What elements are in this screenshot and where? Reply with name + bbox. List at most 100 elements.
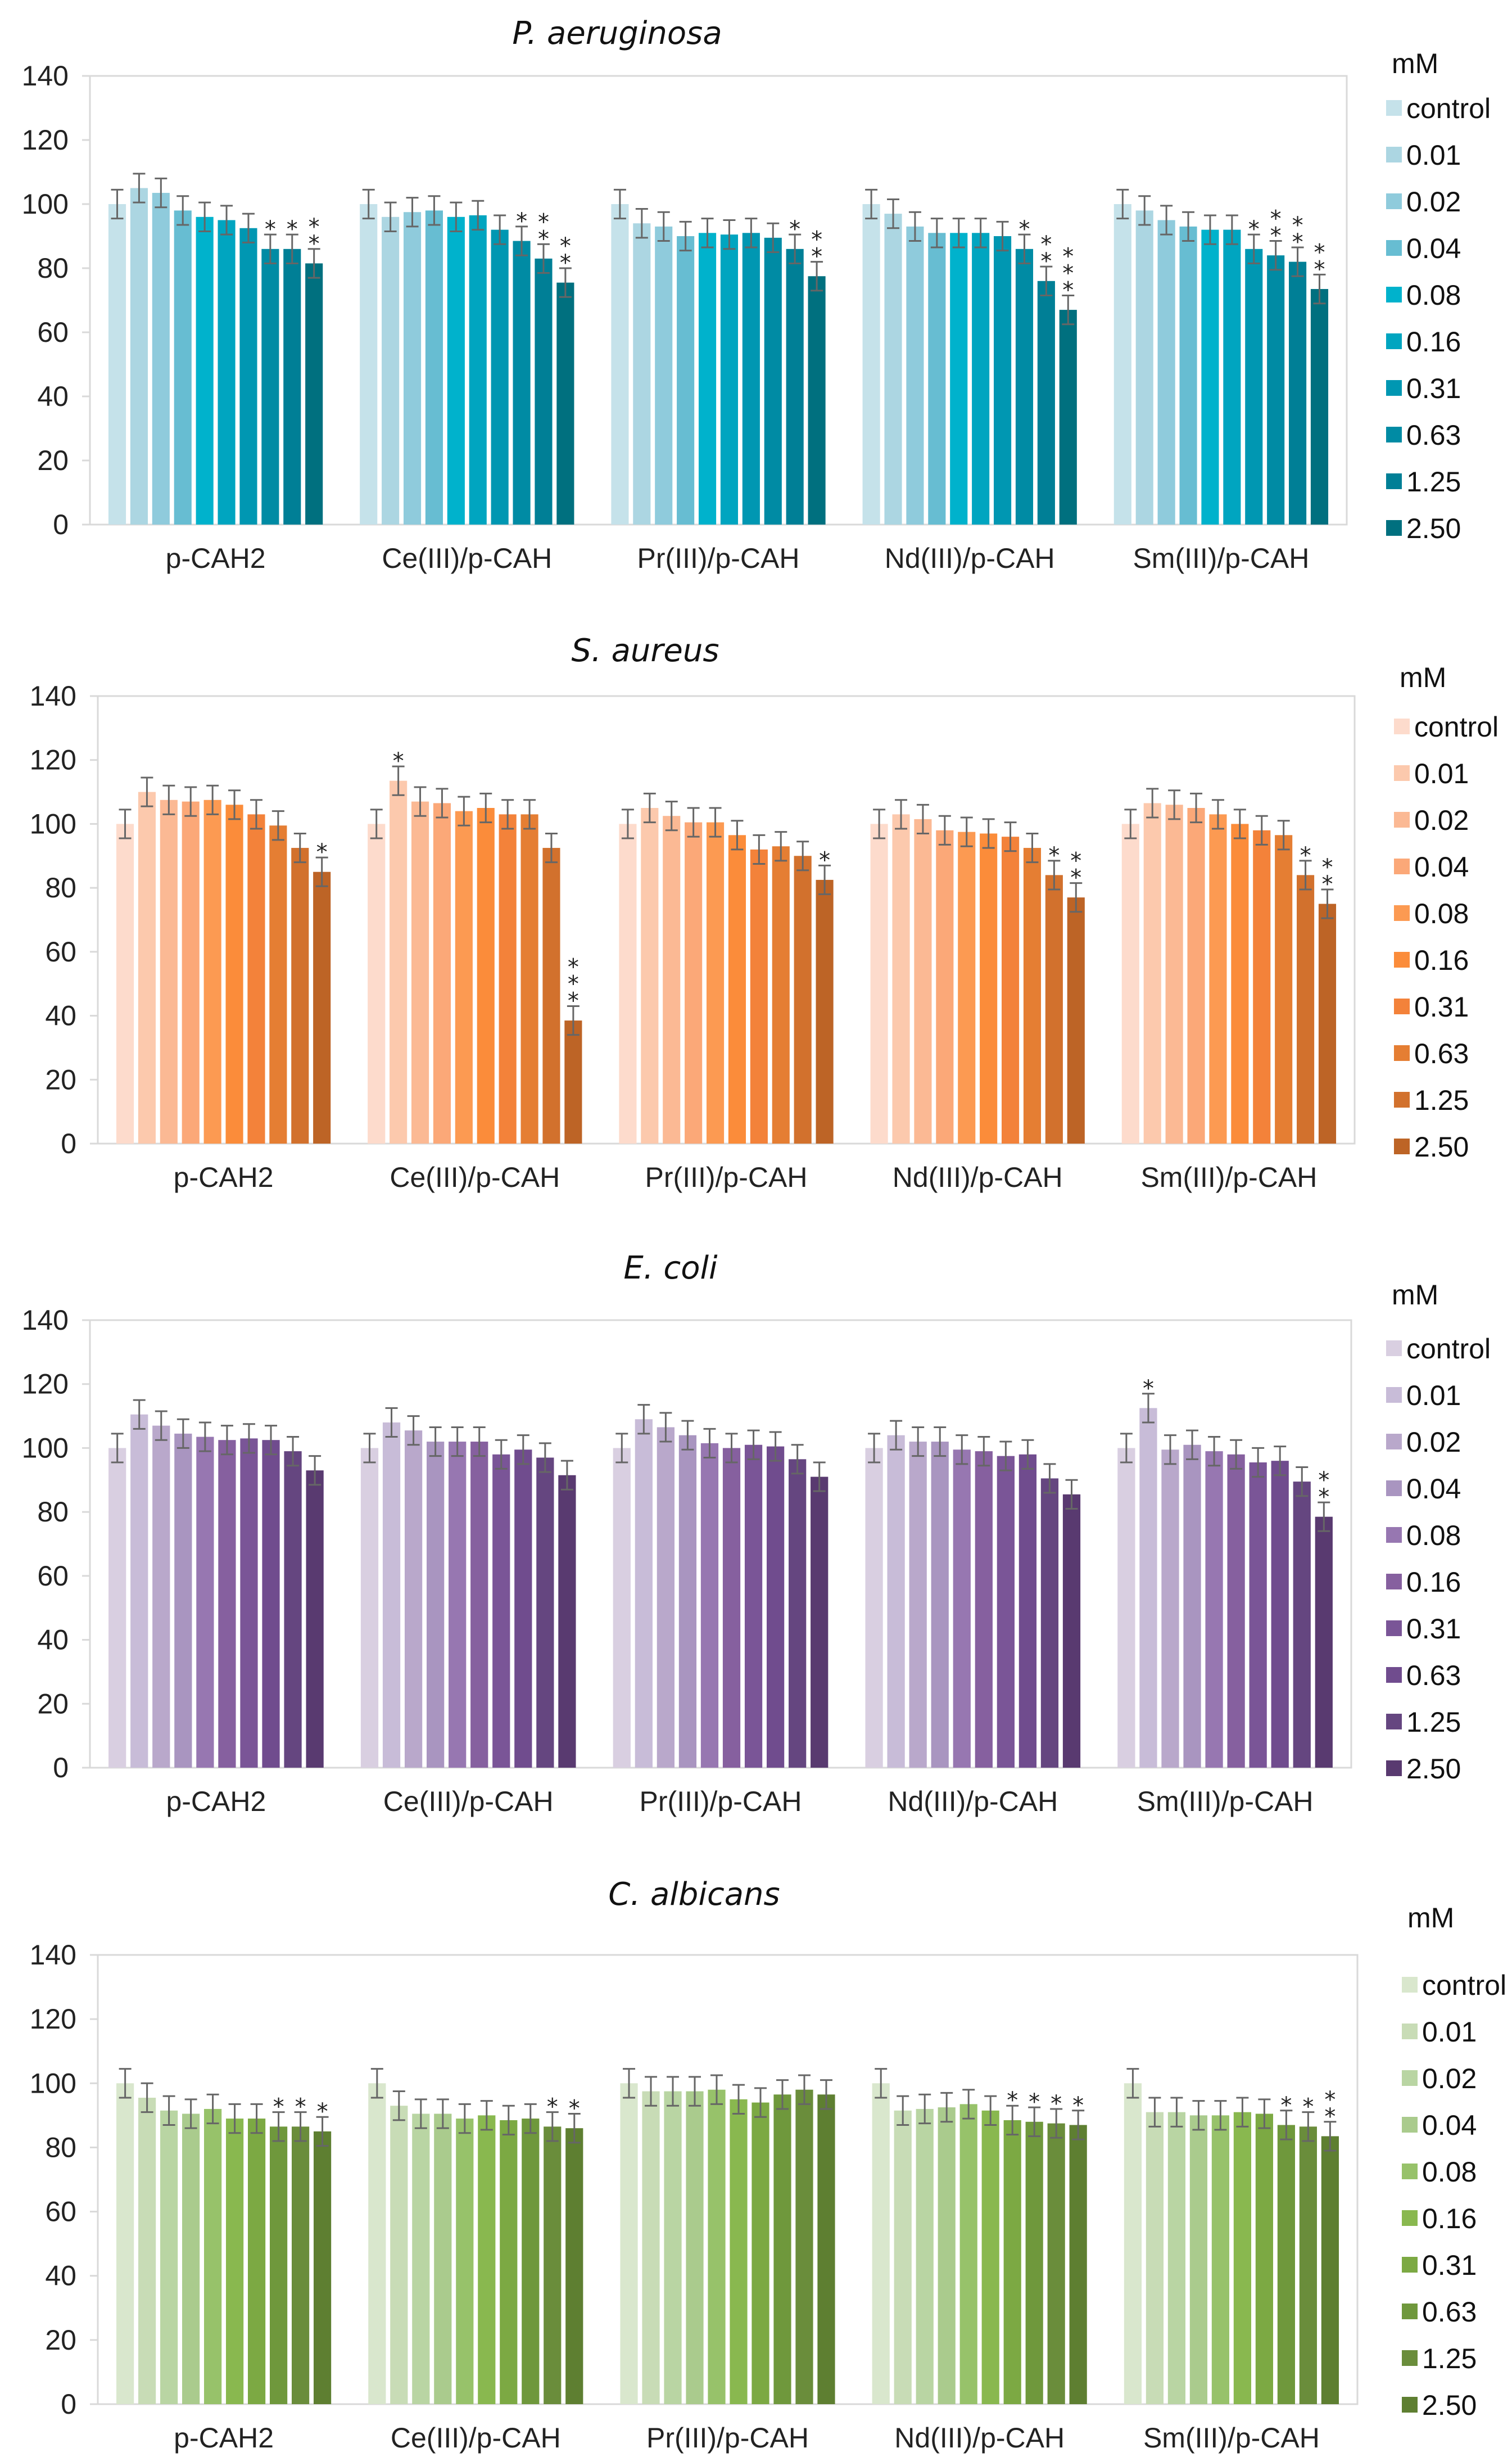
bar — [240, 1438, 258, 1768]
legend-item: control — [1402, 1970, 1506, 2001]
error-bar — [930, 218, 943, 249]
error-bar — [1324, 2121, 1337, 2152]
error-bar — [791, 1444, 804, 1475]
error-bar — [977, 1436, 990, 1467]
bar — [247, 814, 265, 1144]
error-bar — [428, 195, 441, 226]
error-bar — [723, 219, 736, 250]
error-bar — [701, 218, 714, 249]
legend-swatch — [1394, 812, 1410, 828]
plot-area — [97, 695, 1356, 1145]
y-tick-label: 0 — [53, 1752, 69, 1783]
bar — [1015, 249, 1034, 525]
significance-marker: * * — [1314, 240, 1325, 282]
bar — [708, 2089, 726, 2404]
bar — [728, 835, 746, 1144]
bar — [953, 1449, 971, 1768]
error-bar — [1313, 273, 1326, 305]
error-bar — [637, 1404, 650, 1435]
error-bar — [1274, 1446, 1287, 1476]
legend-label: 0.16 — [1406, 326, 1461, 358]
error-bar — [1146, 788, 1159, 819]
bar — [686, 2091, 704, 2404]
category-label: Sm(III)/p-CAH — [1133, 543, 1309, 574]
error-bar — [1040, 265, 1053, 296]
y-tick-label: 140 — [22, 60, 69, 92]
y-tick-label: 0 — [61, 2388, 76, 2420]
legend-label: 0.63 — [1406, 419, 1461, 451]
error-bar — [775, 831, 787, 862]
error-bar — [472, 200, 485, 231]
category-label: Sm(III)/p-CAH — [1137, 1786, 1314, 1817]
bar — [811, 1476, 829, 1768]
legend-label: 0.08 — [1414, 898, 1469, 929]
significance-marker: * — [789, 216, 800, 242]
bar — [1223, 229, 1241, 525]
legend-title: mM — [1392, 1279, 1438, 1311]
error-bar — [643, 792, 656, 824]
error-bar — [1299, 860, 1312, 891]
error-bar — [1028, 2106, 1041, 2137]
bar — [772, 846, 790, 1144]
bar — [182, 801, 200, 1144]
bar — [700, 1443, 719, 1768]
bar — [1277, 2125, 1295, 2404]
legend-label: 2.50 — [1406, 1753, 1461, 1785]
bar — [261, 249, 279, 525]
category-label: Sm(III)/p-CAH — [1140, 1162, 1317, 1193]
error-bar — [407, 1415, 420, 1446]
bar — [816, 879, 834, 1144]
bar — [152, 1425, 170, 1768]
legend-label: 0.01 — [1414, 758, 1469, 789]
significance-marker: * — [287, 216, 298, 242]
error-bar — [1124, 809, 1137, 839]
bar — [657, 1427, 675, 1768]
bar — [1318, 904, 1337, 1144]
bar — [130, 1414, 148, 1768]
bar — [1183, 1444, 1201, 1768]
y-tick-label: 120 — [30, 2003, 76, 2035]
legend-swatch — [1402, 2304, 1418, 2319]
legend-item: 0.16 — [1386, 1566, 1461, 1598]
category-label: p-CAH2 — [174, 2422, 274, 2454]
error-bar — [1277, 820, 1290, 851]
error-bar — [1072, 2110, 1085, 2140]
category-label: Sm(III)/p-CAH — [1143, 2422, 1320, 2454]
bar — [1023, 848, 1042, 1144]
chart-title: E. coli — [623, 1250, 718, 1286]
bar — [360, 1448, 379, 1768]
bar — [633, 223, 651, 525]
error-bar — [731, 820, 744, 851]
significance-marker: * * — [560, 233, 571, 276]
error-bar — [875, 2068, 888, 2099]
bar — [225, 2119, 244, 2404]
legend-item: 0.02 — [1386, 1426, 1461, 1458]
category-label: Pr(III)/p-CAH — [645, 1162, 808, 1193]
legend-item: 2.50 — [1386, 513, 1461, 544]
bar — [1299, 2126, 1317, 2404]
bar — [1321, 2136, 1339, 2404]
legend-swatch — [1386, 147, 1402, 162]
legend-label: 0.31 — [1422, 2250, 1477, 2281]
y-tick-label: 20 — [37, 1688, 69, 1719]
legend-swatch — [1402, 2117, 1418, 2133]
legend-label: 0.02 — [1422, 2063, 1477, 2094]
error-bar — [982, 818, 995, 849]
error-bar — [1168, 789, 1181, 820]
error-bar — [1004, 821, 1017, 852]
error-bar — [679, 220, 692, 252]
bar — [1040, 1478, 1059, 1768]
legend-label: 0.01 — [1406, 1380, 1461, 1411]
bar — [1139, 1408, 1157, 1768]
error-bar — [1120, 1433, 1133, 1464]
legend-swatch — [1386, 1434, 1402, 1449]
error-bar — [184, 2098, 197, 2129]
error-bar — [798, 2074, 811, 2105]
error-bar — [1148, 2097, 1161, 2128]
bar — [862, 204, 880, 525]
bar — [542, 848, 560, 1144]
y-tick-label: 100 — [30, 808, 76, 839]
error-bar — [709, 807, 722, 838]
chart-title: C. albicans — [608, 1876, 780, 1913]
